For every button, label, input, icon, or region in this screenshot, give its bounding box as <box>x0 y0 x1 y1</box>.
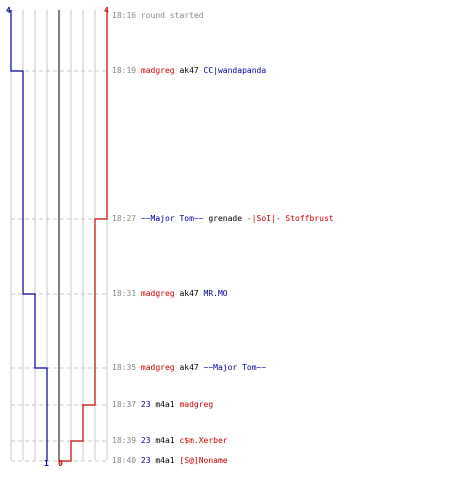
event-weapon: ak47 <box>179 363 204 372</box>
event-victim: CC|wandapanda <box>203 66 267 75</box>
event-weapon: ak47 <box>179 289 204 298</box>
event-time: 18:19 <box>112 66 141 75</box>
blue-final-score: 1 <box>44 459 49 468</box>
event-row: 18:27 ~~Major Tom~~ grenade -|SoI|- Stof… <box>112 214 334 224</box>
event-weapon: m4a1 <box>155 436 180 445</box>
red-start-score: 4 <box>104 6 109 15</box>
event-actor: 23 <box>140 456 156 465</box>
event-victim: madgreg <box>179 400 214 409</box>
event-actor: ~~Major Tom~~ <box>140 214 209 223</box>
event-message: round started <box>140 11 204 20</box>
event-weapon: ak47 <box>179 66 204 75</box>
event-time: 18:37 <box>112 400 141 409</box>
event-time: 18:39 <box>112 436 141 445</box>
event-weapon: m4a1 <box>155 456 180 465</box>
event-victim: MR.MO <box>203 289 228 298</box>
event-victim: ~~Major Tom~~ <box>203 363 267 372</box>
event-actor: madgreg <box>140 66 180 75</box>
red-score-line <box>58 10 108 462</box>
event-actor: 23 <box>140 400 156 409</box>
blue-score-line <box>10 10 48 461</box>
event-time: 18:31 <box>112 289 141 298</box>
event-row: 18:37 23 m4a1 madgreg <box>112 400 213 410</box>
blue-start-score: 4 <box>6 6 11 15</box>
event-victim: [S@]Noname <box>179 456 228 465</box>
event-actor: madgreg <box>140 363 180 372</box>
event-victim: -|SoI|- Stoffbrust <box>246 214 334 223</box>
event-row: 18:16 round started <box>112 11 204 21</box>
event-time: 18:16 <box>112 11 141 20</box>
event-row: 18:35 madgreg ak47 ~~Major Tom~~ <box>112 363 266 373</box>
event-actor: madgreg <box>140 289 180 298</box>
event-row: 18:31 madgreg ak47 MR.MO <box>112 289 228 299</box>
event-time: 18:40 <box>112 456 141 465</box>
event-row: 18:39 23 m4a1 c$m.Xerber <box>112 436 228 446</box>
event-victim: c$m.Xerber <box>179 436 228 445</box>
event-time: 18:35 <box>112 363 141 372</box>
event-weapon: m4a1 <box>155 400 180 409</box>
red-final-score: 0 <box>58 459 63 468</box>
event-weapon: grenade <box>208 214 247 223</box>
event-actor: 23 <box>140 436 156 445</box>
event-time: 18:27 <box>112 214 141 223</box>
event-row: 18:40 23 m4a1 [S@]Noname <box>112 456 228 466</box>
event-row: 18:19 madgreg ak47 CC|wandapanda <box>112 66 266 76</box>
